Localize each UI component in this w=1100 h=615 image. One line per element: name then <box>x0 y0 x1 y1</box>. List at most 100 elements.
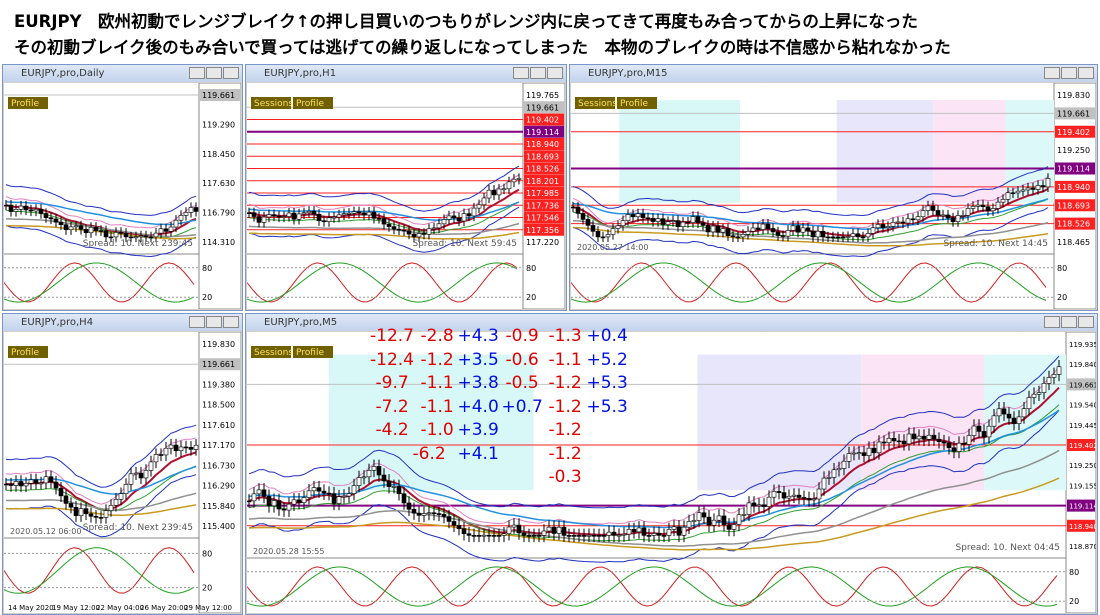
candle <box>371 466 377 471</box>
note-number: -7.2 <box>375 396 409 417</box>
note-number: -0.9 <box>505 326 539 346</box>
chart-button[interactable] <box>8 97 48 109</box>
window-button[interactable] <box>1044 67 1060 79</box>
candle <box>716 515 722 521</box>
indicator-line <box>5 200 197 226</box>
candle <box>38 209 44 214</box>
candle <box>326 217 332 222</box>
candle <box>311 487 317 492</box>
candle <box>906 433 912 445</box>
candle <box>1056 366 1062 375</box>
candle <box>576 535 582 537</box>
candle <box>1035 185 1041 190</box>
candle <box>436 513 442 515</box>
window-button[interactable] <box>513 67 529 79</box>
chart-button[interactable] <box>251 97 291 109</box>
indicator-line <box>248 231 520 240</box>
candle <box>446 516 452 522</box>
window-button[interactable] <box>189 67 205 79</box>
candle <box>581 535 587 537</box>
window-button[interactable] <box>206 316 222 328</box>
candle <box>381 218 387 225</box>
chart-button[interactable] <box>293 97 333 109</box>
cursor-date: 2020.05.28 15:55 <box>253 547 324 556</box>
chart-button[interactable] <box>617 97 657 109</box>
price-label: 119.661 <box>1057 109 1090 118</box>
window-button[interactable] <box>1061 316 1077 328</box>
candle <box>461 213 467 222</box>
window-button[interactable] <box>1078 67 1094 79</box>
candle <box>845 236 851 238</box>
price-label: 118.526 <box>526 165 559 174</box>
candle <box>756 504 762 507</box>
spread: Spread: 10. Next 04:45 <box>955 543 1060 553</box>
candle <box>511 178 517 183</box>
chart-button[interactable] <box>293 346 333 358</box>
candle <box>910 218 916 221</box>
chart-button-label: Profile <box>296 99 324 109</box>
candle <box>556 526 562 534</box>
candle <box>876 441 882 454</box>
indicator-line <box>5 424 197 488</box>
candle <box>846 453 852 462</box>
candle <box>746 502 752 515</box>
window-button[interactable] <box>530 67 546 79</box>
price-label: 118.870 <box>1069 543 1096 551</box>
candle <box>416 233 422 238</box>
price-label: 119.114 <box>1069 503 1096 511</box>
candle <box>596 535 602 537</box>
candle <box>421 233 427 235</box>
candle <box>396 228 402 231</box>
candle <box>601 535 607 537</box>
window-button[interactable] <box>206 67 222 79</box>
candle <box>133 236 139 239</box>
window-button[interactable] <box>223 316 239 328</box>
candle <box>751 502 757 507</box>
candle <box>256 216 262 223</box>
candle <box>696 512 702 521</box>
candle <box>865 233 871 238</box>
candle <box>496 535 502 537</box>
candle <box>995 201 1001 209</box>
candle <box>356 211 362 214</box>
price-label: 119.114 <box>526 128 559 137</box>
indicator-line <box>248 449 1060 547</box>
candle <box>985 206 991 212</box>
chart-button[interactable] <box>251 346 291 358</box>
session-box <box>861 354 985 491</box>
note-number: -1.0 <box>420 420 454 440</box>
window-button[interactable] <box>189 316 205 328</box>
candle <box>991 415 997 427</box>
window-button[interactable] <box>547 67 563 79</box>
candle <box>986 425 992 438</box>
candle <box>511 524 517 528</box>
window-button[interactable] <box>1078 316 1094 328</box>
candle <box>23 483 29 487</box>
chart: 119.935 119.840 119.661 119.540 119.445 119.4… <box>247 332 1096 613</box>
candle <box>595 231 601 238</box>
candle <box>626 529 632 535</box>
chart-button[interactable] <box>8 346 48 358</box>
candle <box>675 220 681 227</box>
price-label: 119.250 <box>1069 462 1096 470</box>
window-button[interactable] <box>1061 67 1077 79</box>
chart-button[interactable] <box>575 97 615 109</box>
candle <box>645 217 651 220</box>
candle <box>755 227 761 230</box>
session-box <box>697 354 862 491</box>
price-label: 119.290 <box>202 120 235 129</box>
window-button[interactable] <box>223 67 239 79</box>
price-label: 114.310 <box>202 238 235 247</box>
candle <box>123 484 129 494</box>
candle <box>571 535 577 537</box>
price-tag <box>524 174 564 187</box>
candle <box>158 454 164 456</box>
oscillator <box>571 262 1047 303</box>
candle <box>825 236 831 239</box>
price-tag <box>1055 162 1095 175</box>
window-button[interactable] <box>1044 316 1060 328</box>
candle <box>635 213 641 218</box>
candle <box>188 207 194 213</box>
candle <box>451 521 457 526</box>
candle <box>83 229 89 234</box>
